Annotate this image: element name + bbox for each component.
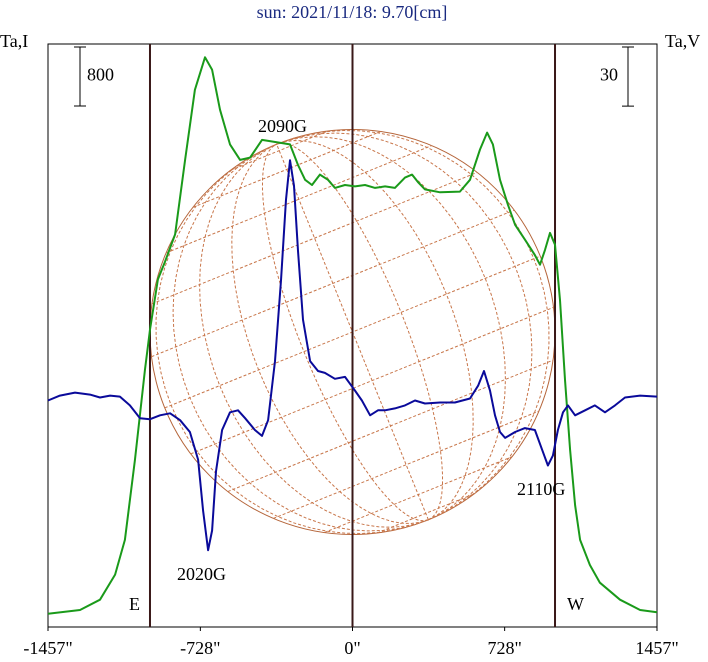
disk-grid <box>276 142 444 521</box>
disk-grid <box>192 130 381 208</box>
series-line <box>47 56 658 615</box>
disk-grid <box>276 132 533 521</box>
scale-bar-label: 30 <box>600 65 618 85</box>
disk-grid <box>376 493 475 534</box>
disk-grid <box>273 410 540 519</box>
series-line <box>47 159 658 552</box>
chart-title: sun: 2021/11/18: 9.70[cm] <box>257 2 448 22</box>
disk-grid <box>276 129 550 521</box>
disk-grid <box>276 139 474 521</box>
disk-grid <box>230 130 329 171</box>
scale-bar <box>74 46 86 107</box>
disk-grid <box>227 359 554 493</box>
disk-grid <box>324 456 513 534</box>
annotation: 2110G <box>517 479 565 499</box>
disk-grid <box>172 143 429 532</box>
y-axis-label: Ta,I <box>0 31 28 51</box>
disk-grid <box>231 143 429 525</box>
x-tick-label: 0" <box>344 638 360 658</box>
limb-label: W <box>567 594 584 614</box>
scale-bar-label: 800 <box>87 65 114 85</box>
disk-grid <box>151 209 515 358</box>
annotation: 2090G <box>258 116 307 136</box>
sun-disk <box>149 128 556 536</box>
y2-axis-label: Ta,V <box>665 31 700 51</box>
limb-label: E <box>129 594 140 614</box>
scale-bar <box>622 46 634 107</box>
x-tick-label: -728" <box>180 638 220 658</box>
x-tick-label: 1457" <box>635 638 678 658</box>
x-tick-label: 728" <box>487 638 521 658</box>
disk-grid <box>151 171 478 305</box>
annotation: 2020G <box>177 564 226 584</box>
disk-grid <box>190 306 554 455</box>
disk-grid <box>261 143 429 522</box>
x-tick-label: -1457" <box>23 638 72 658</box>
disk-grid <box>165 145 432 254</box>
